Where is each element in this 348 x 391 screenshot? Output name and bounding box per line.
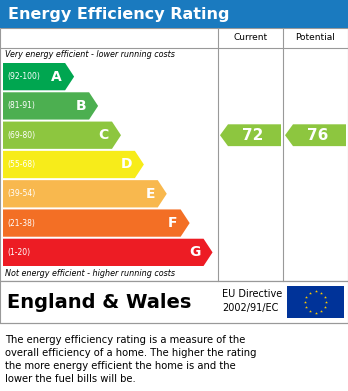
Text: EU Directive: EU Directive bbox=[222, 289, 282, 300]
Text: A: A bbox=[52, 70, 62, 84]
Text: C: C bbox=[99, 128, 109, 142]
Text: the more energy efficient the home is and the: the more energy efficient the home is an… bbox=[5, 361, 236, 371]
Text: (69-80): (69-80) bbox=[7, 131, 35, 140]
Polygon shape bbox=[3, 63, 74, 90]
Text: 2002/91/EC: 2002/91/EC bbox=[222, 303, 278, 313]
Text: England & Wales: England & Wales bbox=[7, 292, 191, 312]
Text: B: B bbox=[76, 99, 86, 113]
Text: The energy efficiency rating is a measure of the: The energy efficiency rating is a measur… bbox=[5, 335, 245, 345]
Bar bbox=[0, 281, 348, 323]
Text: lower the fuel bills will be.: lower the fuel bills will be. bbox=[5, 374, 136, 384]
Polygon shape bbox=[3, 122, 121, 149]
Polygon shape bbox=[3, 151, 144, 178]
Text: Not energy efficient - higher running costs: Not energy efficient - higher running co… bbox=[5, 269, 175, 278]
Text: Very energy efficient - lower running costs: Very energy efficient - lower running co… bbox=[5, 50, 175, 59]
Text: Potential: Potential bbox=[295, 34, 335, 43]
Polygon shape bbox=[285, 124, 346, 146]
Polygon shape bbox=[3, 210, 190, 237]
Text: Current: Current bbox=[234, 34, 268, 43]
Text: D: D bbox=[120, 158, 132, 172]
Text: (39-54): (39-54) bbox=[7, 189, 35, 198]
Bar bbox=[287, 286, 344, 318]
Polygon shape bbox=[3, 92, 98, 120]
Text: E: E bbox=[145, 187, 155, 201]
Bar bbox=[0, 0, 348, 28]
Text: overall efficiency of a home. The higher the rating: overall efficiency of a home. The higher… bbox=[5, 348, 256, 358]
Polygon shape bbox=[3, 180, 167, 208]
Text: 72: 72 bbox=[242, 128, 263, 143]
Text: (55-68): (55-68) bbox=[7, 160, 35, 169]
Bar bbox=[0, 28, 348, 281]
Text: Energy Efficiency Rating: Energy Efficiency Rating bbox=[8, 7, 229, 22]
Text: (1-20): (1-20) bbox=[7, 248, 30, 257]
Polygon shape bbox=[3, 239, 213, 266]
Text: G: G bbox=[189, 246, 200, 259]
Text: F: F bbox=[168, 216, 178, 230]
Polygon shape bbox=[220, 124, 281, 146]
Text: (21-38): (21-38) bbox=[7, 219, 35, 228]
Text: 76: 76 bbox=[307, 128, 328, 143]
Text: (81-91): (81-91) bbox=[7, 101, 35, 110]
Text: (92-100): (92-100) bbox=[7, 72, 40, 81]
